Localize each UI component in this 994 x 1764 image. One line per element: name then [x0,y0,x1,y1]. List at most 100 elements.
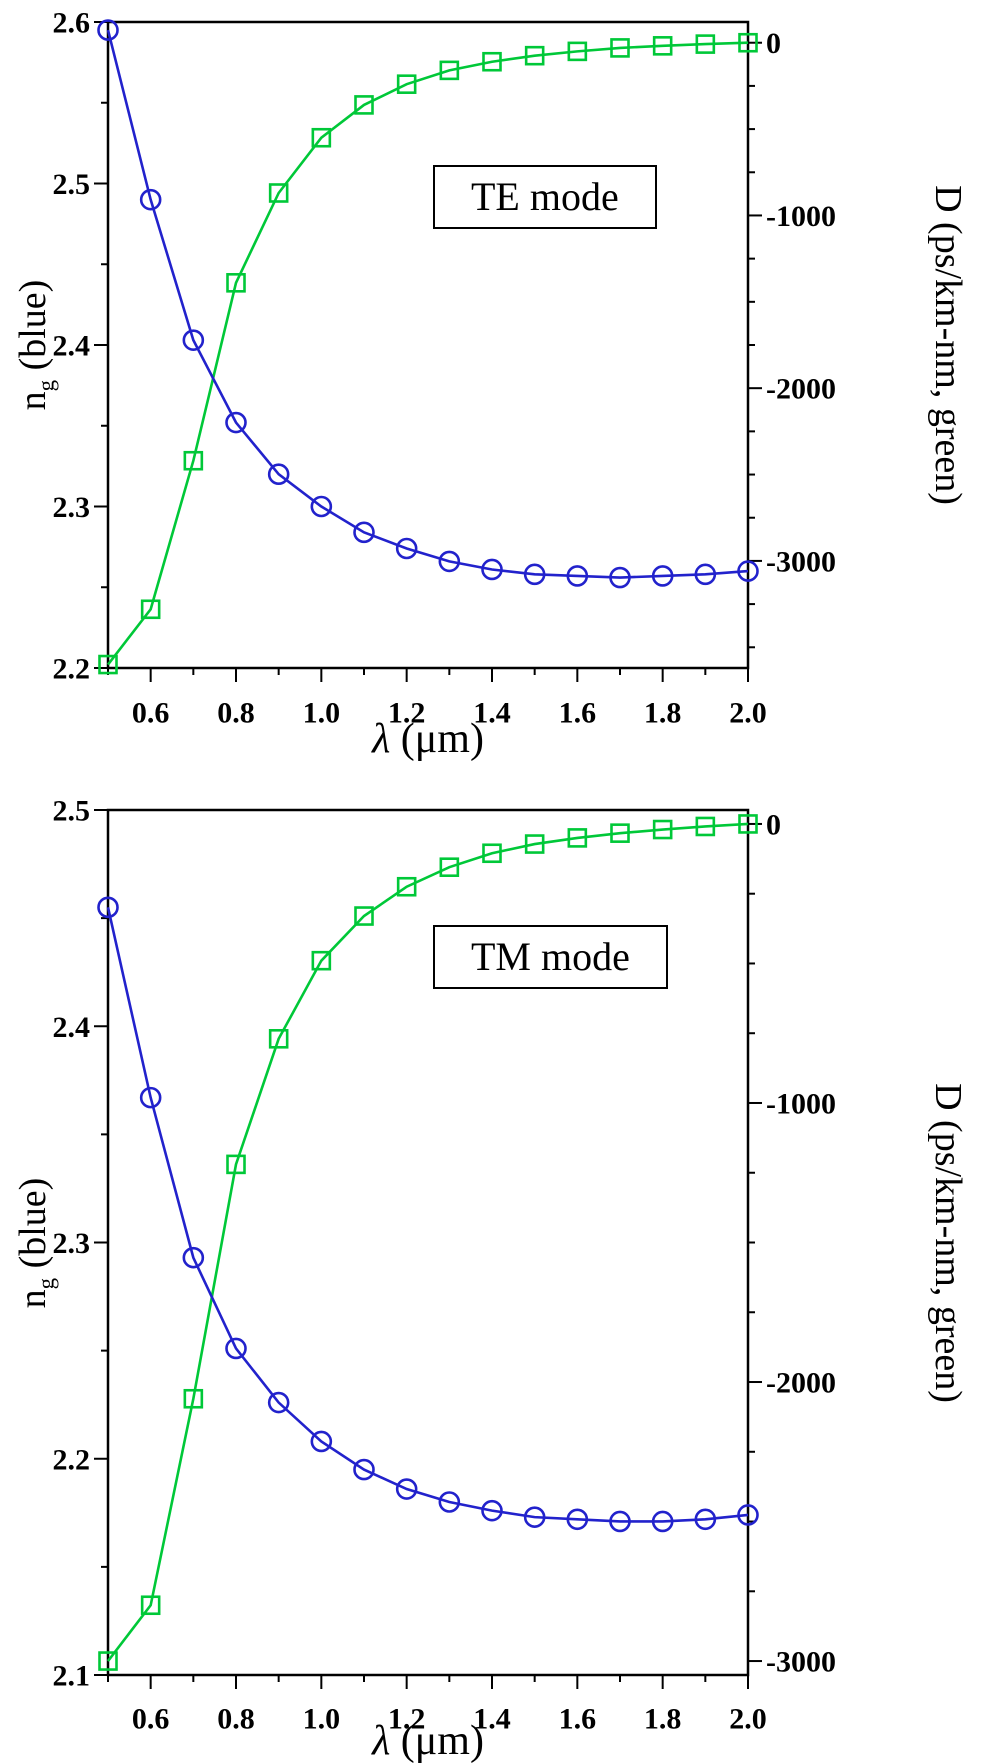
ng-marker-circle [225,1337,247,1360]
D-marker-square [524,834,545,854]
ng-marker-circle [438,550,461,573]
ng-marker-circle [737,1504,759,1526]
ng-marker-circle [395,1478,418,1500]
D-marker-square [695,34,716,54]
ng-marker-circle [139,188,162,211]
right-tick-label: -2000 [766,373,836,406]
te-plot-canvas: 0.6 0.8 1.0 1.2 1.4 1.6 1.8 2.0 2.2 2.3 2.4 2.5 2.6 0… [53,7,837,730]
right-tick-label: 0 [766,27,781,60]
ng-marker-circle [694,563,717,586]
x-tick-label: 1.2 [388,1703,426,1736]
x-tick-label: 0.6 [132,1703,170,1736]
D-marker-square [738,814,758,834]
left-axis-title-sub: g [33,379,59,392]
left-tick-label: 2.5 [53,168,91,201]
ng-marker-circle [225,411,247,434]
left-tick-label: 2.2 [53,1443,91,1476]
x-tick-label: 1.4 [473,697,511,730]
left-tick-label: 2.6 [53,7,91,40]
ng-marker-circle [523,1506,546,1528]
D-line [106,41,749,666]
D-marker-square [482,51,502,72]
D-marker-square [482,843,502,864]
D-marker-square [439,60,460,81]
left-tick-label: 2.3 [53,1227,91,1260]
right-tick-label: -1000 [766,1087,836,1120]
x-tick-label: 1.2 [388,697,426,730]
left-axis-title-main: n [11,391,54,411]
lambda-symbol: λ [372,716,391,762]
ng-marker-circle [97,896,119,919]
D-marker-square [567,828,588,848]
D-marker-square [439,857,460,878]
left-axis-title-sub: g [33,1277,59,1290]
left-tick-label: 2.4 [53,330,91,363]
D-marker-square [268,1029,289,1049]
x-tick-label: 1.6 [559,1703,597,1736]
D-line [106,822,749,1662]
ng-marker-circle [353,1458,375,1481]
D-marker-square [652,36,673,56]
left-axis-title-rest: (blue) [11,1177,54,1278]
left-axis-title-rest: (blue) [11,279,54,380]
D-marker-square [183,450,204,471]
left-axis-title: ng (blue) [11,1177,59,1309]
D-marker-square [610,823,630,843]
D-marker-square [652,819,673,840]
left-tick-label: 2.2 [53,653,91,686]
ng-marker-circle [182,329,205,351]
ng-marker-circle [651,565,674,587]
x-tick-label: 1.4 [473,1703,511,1736]
ng-marker-circle [566,565,589,587]
ng-line [106,29,749,579]
D-marker-square [695,816,716,837]
x-axis-title: λ (μm) [372,1720,484,1762]
ng-line [106,907,749,1523]
left-tick-label: 2.4 [53,1011,91,1044]
ng-marker-circle [737,560,759,582]
ng-marker-circle [651,1510,674,1533]
ng-marker-circle [267,1391,290,1414]
right-tick-label: -1000 [766,200,836,233]
ng-marker-circle [609,566,631,589]
x-tick-label: 0.6 [132,697,170,730]
right-axis-title: D (ps/km-nm, green) [927,185,969,505]
ng-marker-circle [566,1508,589,1531]
x-tick-label: 1.0 [303,1703,341,1736]
D-marker-square [311,950,332,971]
x-axis-title: λ (μm) [372,718,484,760]
x-tick-label: 1.6 [559,697,597,730]
D-marker-square [524,45,545,66]
ng-marker-circle [609,1510,631,1533]
x-axis-unit: (μm) [390,716,484,762]
D-marker-square [738,32,758,53]
x-tick-label: 1.8 [644,1703,682,1736]
plot-frame [106,20,750,670]
ng-marker-circle [395,537,418,560]
D-marker-square [610,38,630,58]
mode-label-tm: TM mode [433,925,668,989]
left-axis-title-main: n [11,1289,54,1309]
D-marker-square [567,41,588,62]
D-marker-square [396,74,417,94]
lambda-symbol: λ [372,1718,391,1764]
plot-frame [106,808,750,1677]
D-marker-square [354,95,374,115]
x-tick-label: 2.0 [729,1703,767,1736]
left-tick-label: 2.1 [53,1660,91,1693]
x-tick-label: 1.0 [303,697,341,730]
right-tick-label: -3000 [766,1646,836,1679]
D-marker-square [311,127,332,148]
ng-marker-circle [481,1499,503,1522]
D-marker-square [396,876,417,897]
right-tick-label: -2000 [766,1367,836,1400]
left-tick-label: 2.3 [53,491,91,524]
D-marker-square [140,1595,161,1616]
x-tick-label: 1.8 [644,697,682,730]
D-marker-square [226,1154,246,1175]
ng-marker-circle [694,1508,717,1531]
right-tick-label: 0 [766,808,781,841]
x-tick-label: 2.0 [729,697,767,730]
x-tick-label: 0.8 [217,1703,255,1736]
D-marker-square [98,1651,118,1671]
